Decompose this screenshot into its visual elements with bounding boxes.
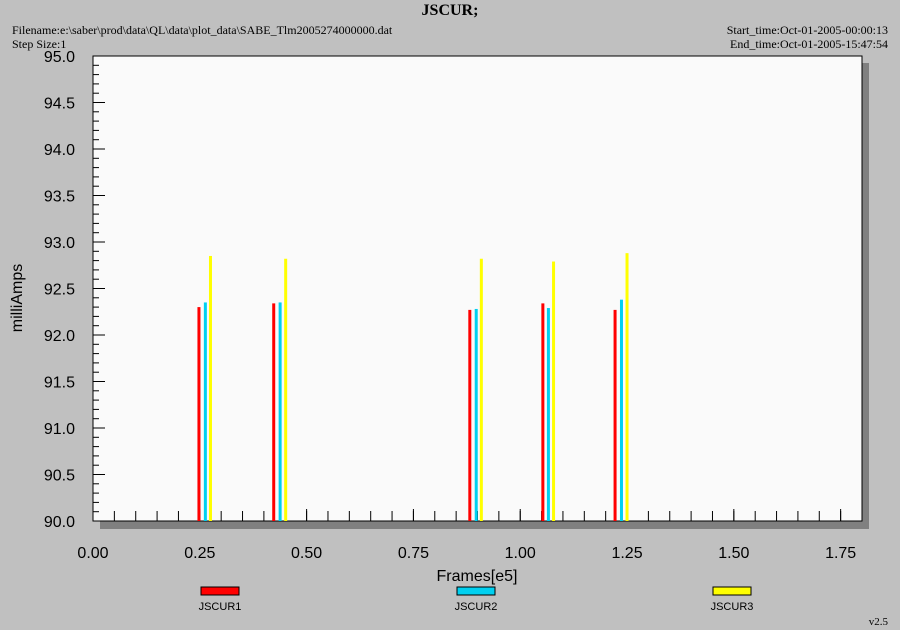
- legend-label: JSCUR3: [711, 601, 754, 613]
- x-tick-label: 1.50: [718, 545, 749, 562]
- x-tick-label: 1.75: [825, 545, 856, 562]
- y-tick-label: 90.5: [44, 468, 75, 485]
- x-axis-label: Frames[e5]: [437, 568, 518, 585]
- bar-jscur2: [619, 299, 623, 521]
- legend-swatch-jscur2: [456, 586, 496, 596]
- bar-jscur1: [197, 307, 201, 521]
- y-tick-label: 94.5: [44, 96, 75, 113]
- bar-jscur3: [625, 253, 629, 521]
- y-axis-label: milliAmps: [9, 264, 26, 332]
- chart-title: JSCUR;: [421, 2, 479, 19]
- y-tick-label: 95.0: [44, 49, 75, 66]
- version-label: v2.5: [868, 616, 888, 628]
- x-tick-label: 0.00: [77, 545, 108, 562]
- legend-swatch-jscur3: [712, 586, 752, 596]
- y-tick-label: 90.0: [44, 514, 75, 531]
- bar-jscur1: [468, 309, 472, 521]
- bar-jscur3: [552, 261, 556, 521]
- x-tick-label: 1.00: [505, 545, 536, 562]
- step-size-label: Step Size:1: [12, 37, 67, 51]
- bar-jscur2: [278, 302, 282, 521]
- legend-label: JSCUR1: [199, 601, 242, 613]
- bar-jscur2: [546, 308, 550, 521]
- y-tick-label: 91.0: [44, 421, 75, 438]
- y-tick-label: 92.5: [44, 282, 75, 299]
- filename-label: Filename:e:\saber\prod\data\QL\data\plot…: [12, 23, 393, 37]
- bar-jscur2: [203, 302, 207, 521]
- legend-swatch-jscur1: [200, 586, 240, 596]
- bar-jscur3: [208, 255, 212, 521]
- x-tick-label: 1.25: [611, 545, 642, 562]
- bar-jscur3: [284, 258, 288, 521]
- y-tick-label: 92.0: [44, 328, 75, 345]
- end-time-label: End_time:Oct-01-2005-15:47:54: [730, 37, 888, 51]
- start-time-label: Start_time:Oct-01-2005-00:00:13: [726, 23, 888, 37]
- x-tick-label: 0.75: [398, 545, 429, 562]
- legend-label: JSCUR2: [455, 601, 498, 613]
- x-tick-label: 0.25: [184, 545, 215, 562]
- y-tick-label: 93.0: [44, 235, 75, 252]
- y-tick-label: 94.0: [44, 142, 75, 159]
- bar-jscur3: [479, 258, 483, 521]
- bar-jscur1: [272, 303, 276, 521]
- y-tick-label: 93.5: [44, 189, 75, 206]
- bar-jscur1: [541, 303, 545, 521]
- bar-jscur2: [474, 308, 478, 521]
- x-tick-label: 0.50: [291, 545, 322, 562]
- bar-jscur1: [613, 309, 617, 521]
- y-tick-label: 91.5: [44, 375, 75, 392]
